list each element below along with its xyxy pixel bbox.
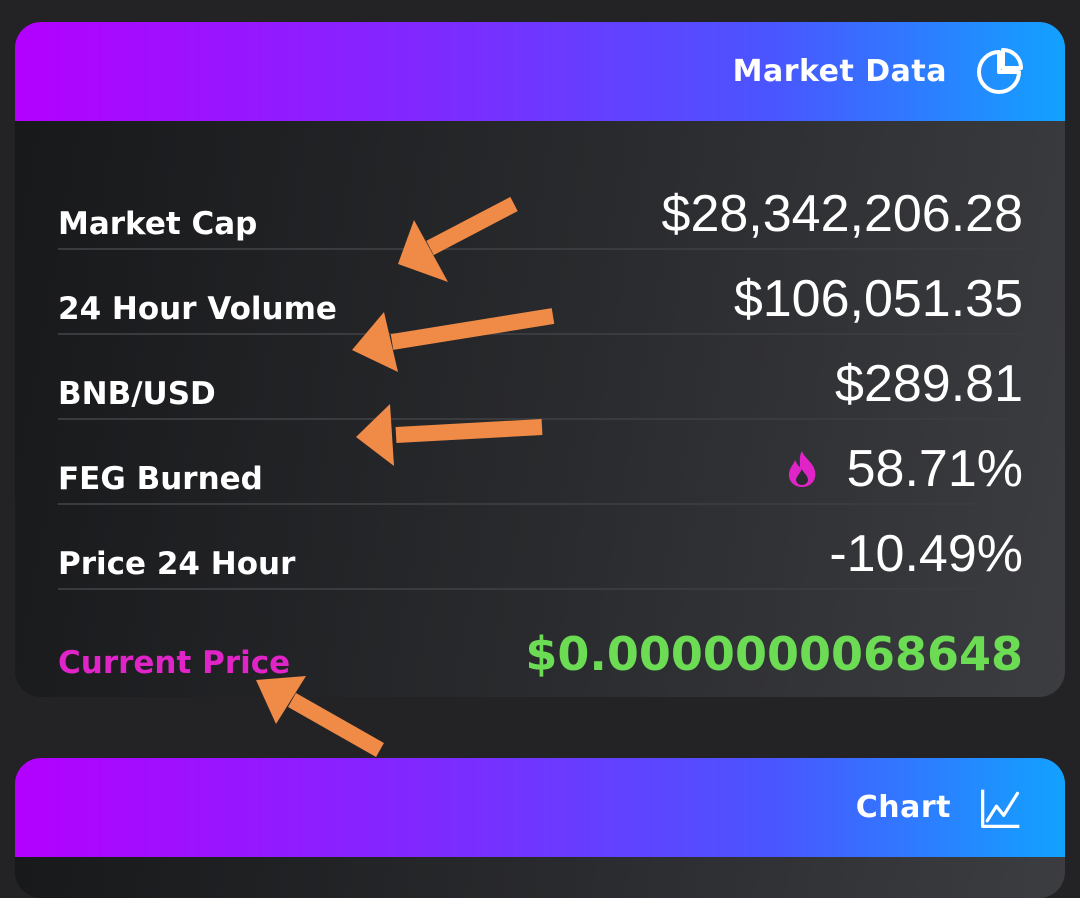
market-data-title: Market Data [732,54,947,89]
bnb-usd-row: BNB/USD $289.81 [58,335,1023,420]
bnb-usd-label: BNB/USD [58,376,216,412]
price-24h-label: Price 24 Hour [58,546,296,582]
market-data-list: Market Cap $28,342,206.28 24 Hour Volume… [58,165,1023,681]
chart-title: Chart [855,790,951,825]
market-cap-label: Market Cap [58,206,258,242]
current-price-value: $0.0000000068648 [525,627,1023,681]
fire-icon [788,451,815,487]
pie-chart-icon [977,47,1023,94]
volume-24h-row: 24 Hour Volume $106,051.35 [58,250,1023,335]
market-cap-value: $28,342,206.28 [661,185,1023,243]
market-data-header[interactable]: Market Data [15,22,1065,121]
chart-card: Chart [15,758,1065,898]
feg-burned-value: 58.71% [785,439,1023,499]
chart-header[interactable]: Chart [15,758,1065,857]
price-24h-value: -10.49% [829,525,1023,583]
volume-24h-value: $106,051.35 [733,270,1023,328]
current-price-row: Current Price $0.0000000068648 [58,590,1023,681]
bnb-usd-value: $289.81 [835,355,1023,413]
current-price-label: Current Price [58,645,291,681]
feg-burned-row: FEG Burned 58.71% [58,420,1023,505]
market-cap-row: Market Cap $28,342,206.28 [58,165,1023,250]
line-chart-icon [981,789,1020,828]
market-data-card: Market Data Market Cap $28,342,206.28 24… [15,22,1065,697]
volume-24h-label: 24 Hour Volume [58,291,337,327]
price-24h-row: Price 24 Hour -10.49% [58,505,1023,590]
feg-burned-label: FEG Burned [58,461,263,497]
